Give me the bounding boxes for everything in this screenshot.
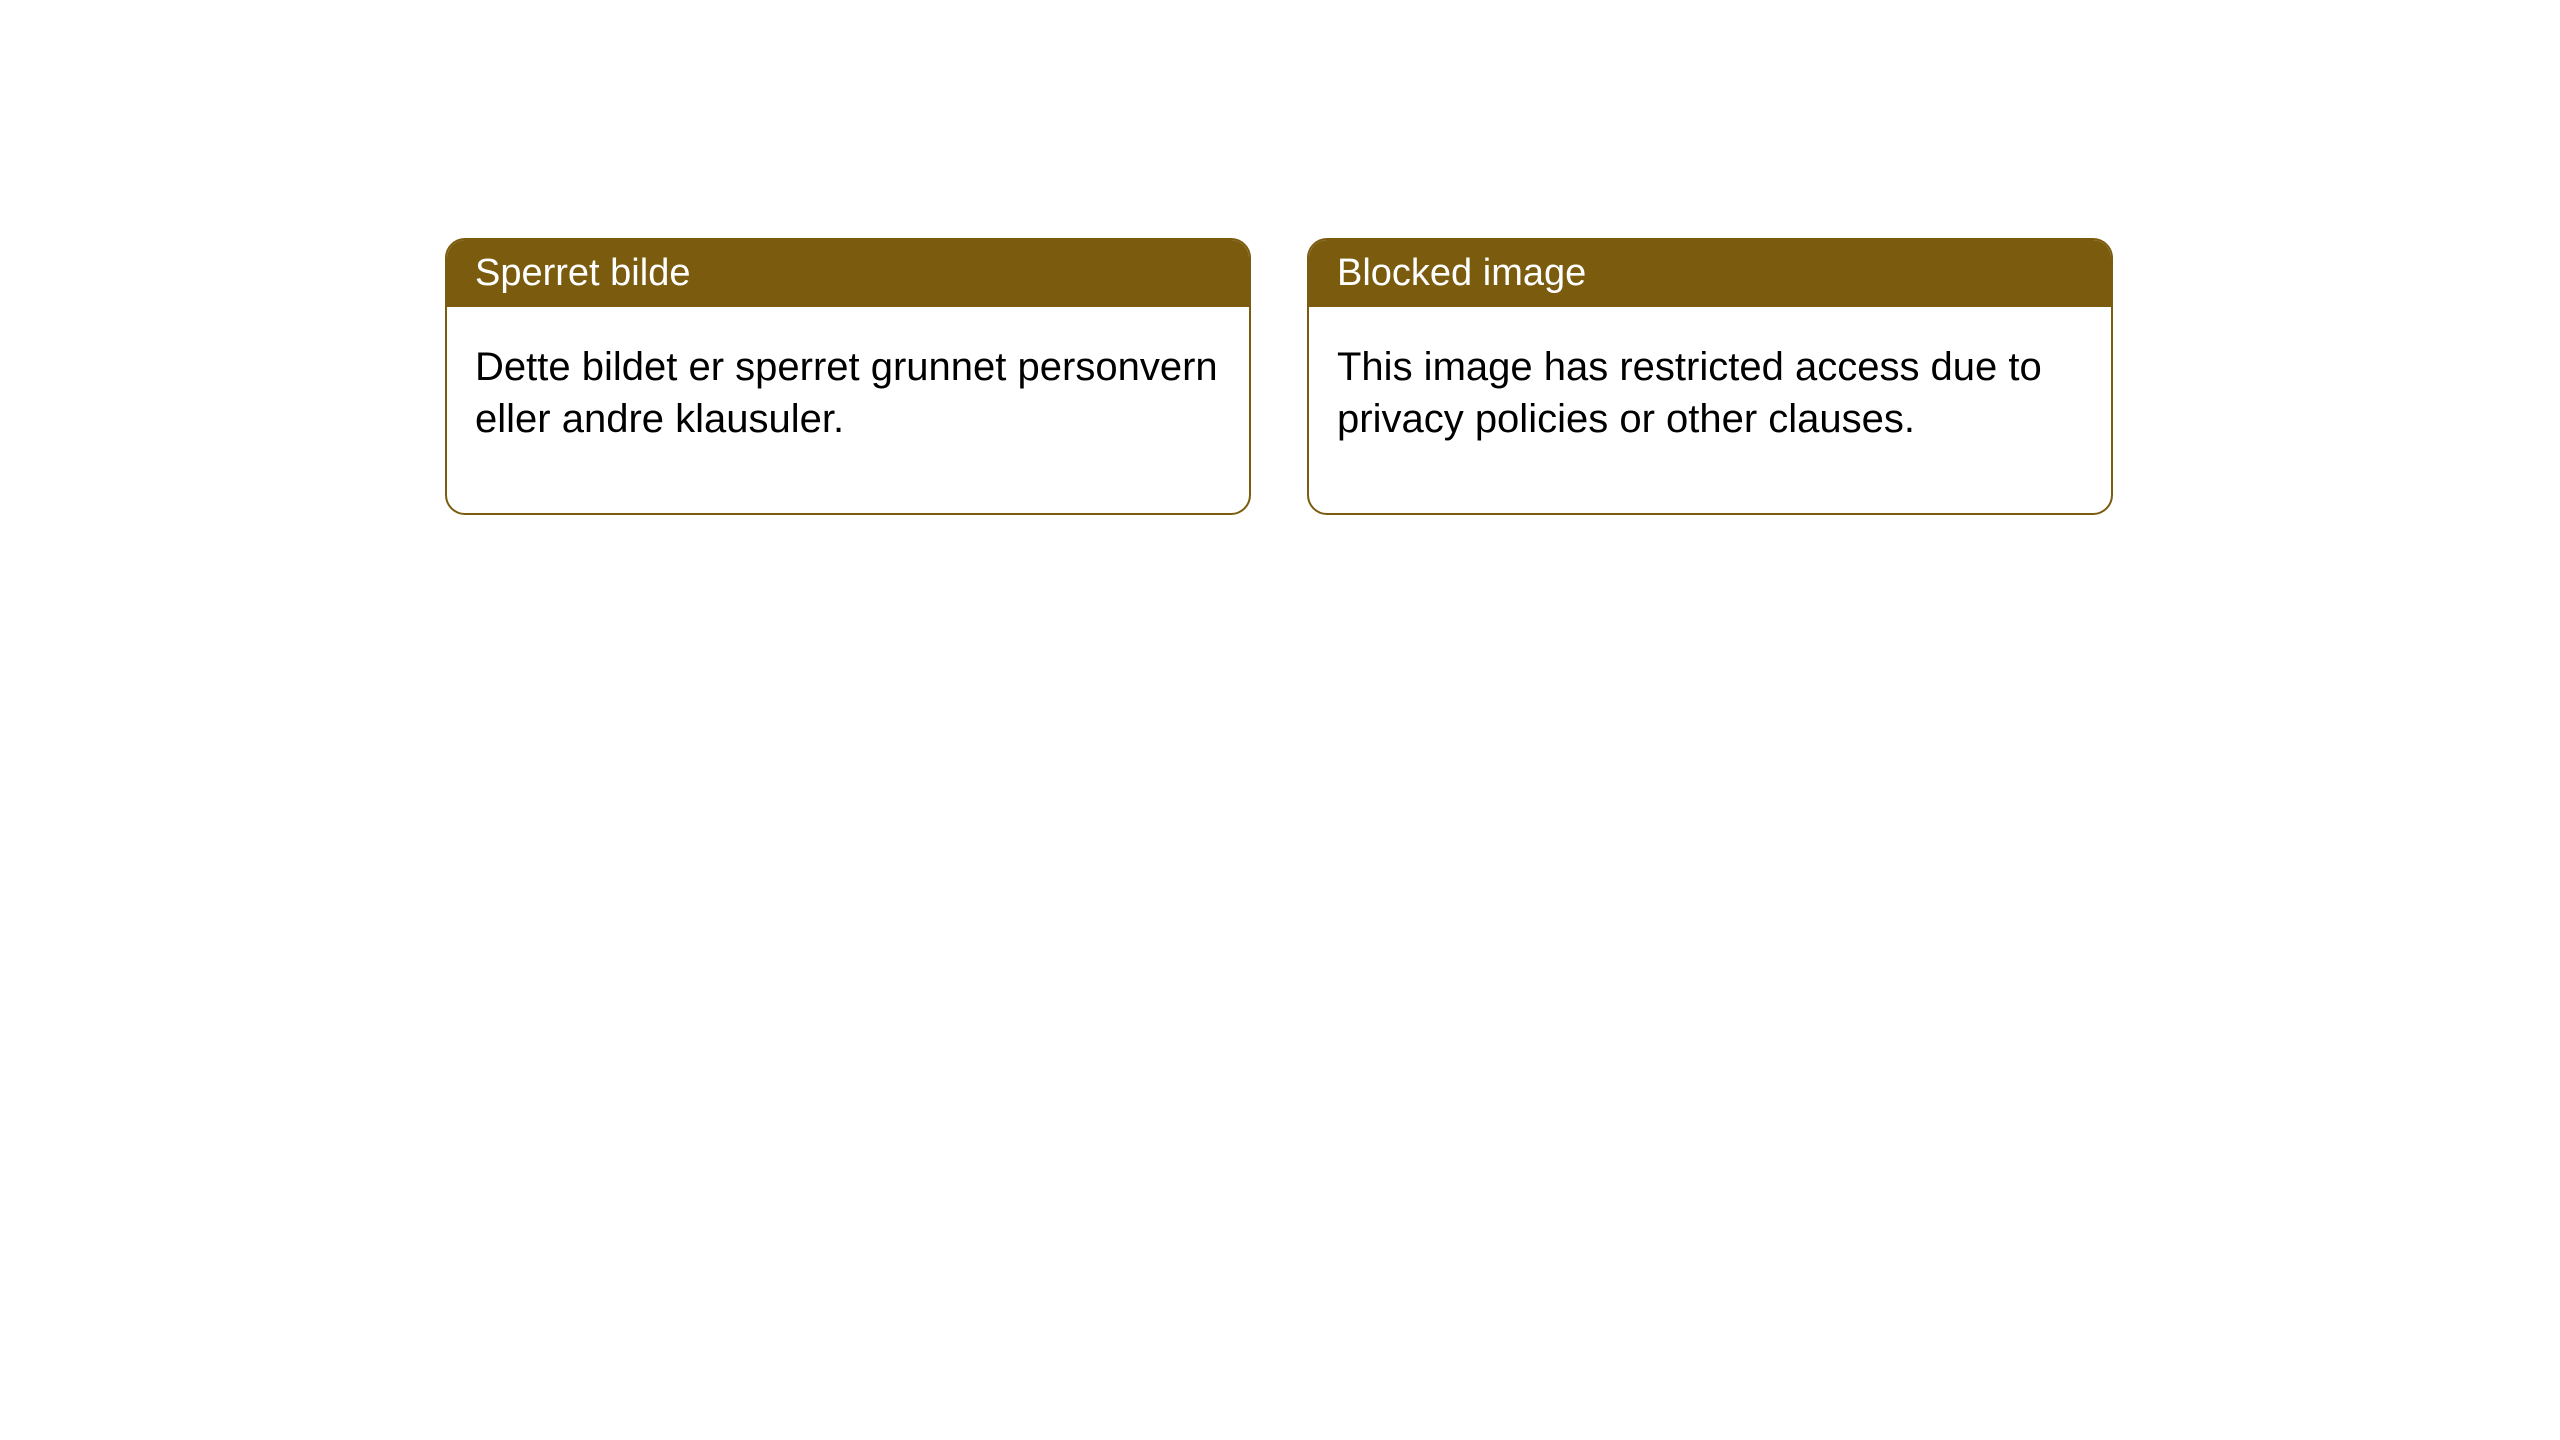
card-body-no: Dette bildet er sperret grunnet personve… <box>447 307 1249 513</box>
card-header-en: Blocked image <box>1309 240 2111 307</box>
card-body-en: This image has restricted access due to … <box>1309 307 2111 513</box>
card-header-no: Sperret bilde <box>447 240 1249 307</box>
cards-container: Sperret bilde Dette bildet er sperret gr… <box>445 238 2113 515</box>
blocked-image-card-en: Blocked image This image has restricted … <box>1307 238 2113 515</box>
blocked-image-card-no: Sperret bilde Dette bildet er sperret gr… <box>445 238 1251 515</box>
